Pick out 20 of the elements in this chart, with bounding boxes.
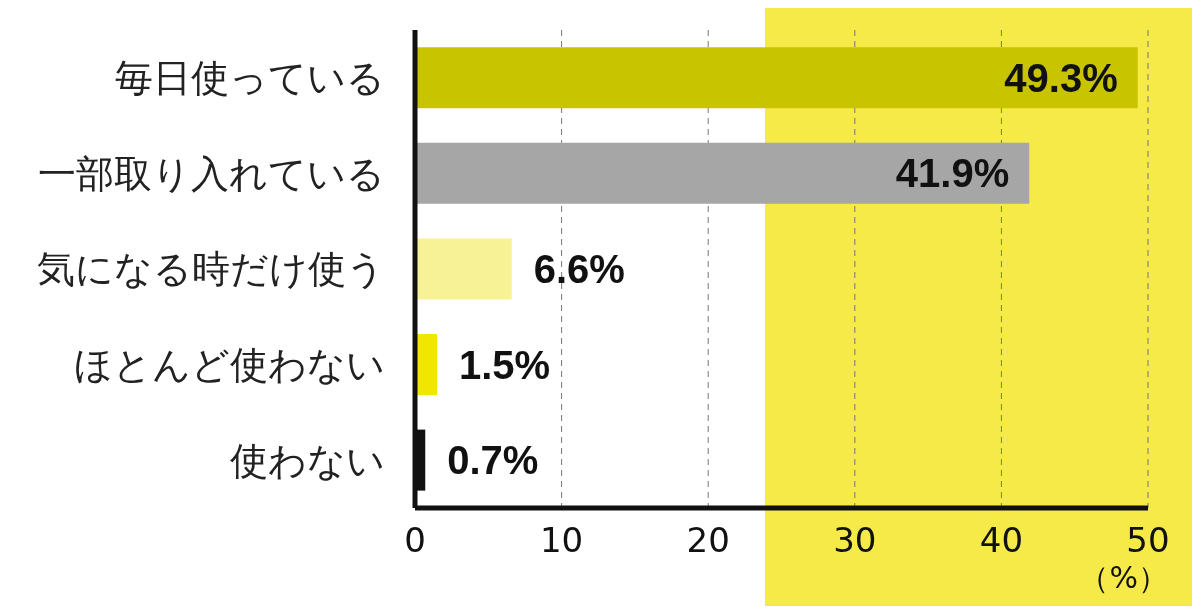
- data-label: 6.6%: [533, 246, 625, 291]
- y-tick-label: 使わない: [230, 438, 385, 483]
- y-tick-label: 気になる時だけ使う: [37, 247, 385, 292]
- x-tick-label: 30: [833, 520, 877, 561]
- y-tick-label: 毎日使っている: [115, 56, 385, 101]
- data-label: 0.7%: [447, 438, 539, 483]
- bar: [415, 238, 512, 300]
- bar: [415, 142, 1030, 204]
- data-label: 41.9%: [895, 151, 1010, 196]
- x-axis-title: （%）: [1079, 560, 1168, 595]
- bar: [415, 47, 1138, 109]
- x-tick-label: 10: [539, 520, 584, 561]
- y-tick-label: 一部取り入れている: [38, 151, 385, 196]
- x-tick-label: 50: [1126, 520, 1170, 561]
- y-tick-label: ほとんど使わない: [74, 343, 385, 388]
- data-label: 1.5%: [458, 342, 551, 387]
- x-tick-label: 0: [404, 520, 426, 561]
- data-label: 49.3%: [1004, 55, 1118, 100]
- x-tick-label: 40: [979, 520, 1024, 561]
- x-tick-label: 20: [686, 520, 730, 561]
